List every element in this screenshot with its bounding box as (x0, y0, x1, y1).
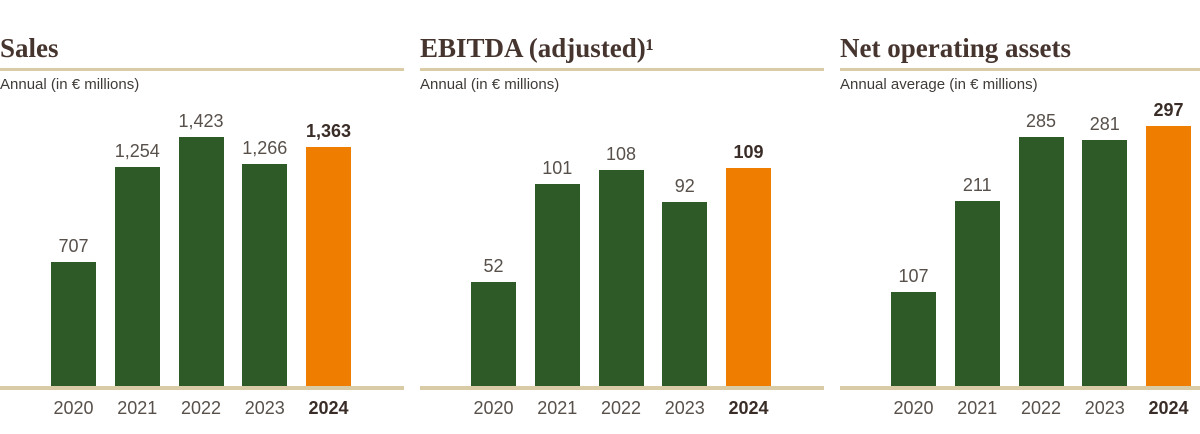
bar (242, 164, 288, 387)
bar-value-label: 1,423 (178, 111, 224, 132)
bar-value-label: 1,266 (242, 138, 288, 159)
x-tick-label: 2024 (308, 398, 349, 419)
bar (1018, 137, 1064, 387)
chart-sales: Sales Annual (in € millions) 707 1,254 1,4… (0, 0, 404, 434)
chart-ebitda: EBITDA (adjusted)¹ Annual (in € millions… (420, 0, 824, 434)
title-underline (840, 68, 1200, 72)
chart-title: Net operating assets (840, 33, 1071, 63)
x-tick-label: 2022 (1020, 398, 1062, 419)
bar (891, 292, 936, 387)
bar (726, 168, 771, 387)
bar (51, 262, 96, 387)
bar-group: 108 (598, 143, 644, 387)
x-tick-label: 2021 (957, 398, 998, 419)
x-tick-label: 2020 (893, 398, 934, 419)
bar-group: 52 (471, 255, 516, 387)
bar-group: 1,363 (305, 120, 352, 387)
bar-value-label: 108 (605, 144, 637, 165)
title-underline (420, 68, 824, 72)
bar-group: 211 (954, 174, 1000, 387)
x-tick-label: 2023 (244, 398, 285, 419)
x-axis-baseline (0, 386, 404, 391)
bar-group: 107 (891, 265, 936, 387)
bar-value-label: 92 (674, 176, 695, 197)
bar-value-label: 52 (483, 256, 504, 277)
bar-group: 1,254 (114, 140, 160, 387)
chart-net-operating-assets: Net operating assets Annual average (in … (840, 0, 1200, 434)
bars-area: 707 1,254 1,423 1,266 1,363 (0, 106, 404, 387)
bar (178, 137, 224, 387)
x-tick-label: 2020 (473, 398, 514, 419)
bar (471, 282, 516, 387)
bar-value-label: 707 (58, 236, 89, 257)
bar-group: 101 (534, 157, 580, 387)
chart-title: EBITDA (adjusted)¹ (420, 33, 654, 63)
bar-group: 297 (1146, 99, 1191, 387)
x-tick-label: 2020 (53, 398, 94, 419)
x-tick-label: 2024 (728, 398, 769, 419)
bar (954, 201, 1000, 387)
x-axis-baseline (840, 386, 1200, 391)
x-tick-label: 2024 (1148, 398, 1189, 419)
bar (598, 170, 644, 387)
bar-value-label: 1,363 (305, 121, 352, 142)
title-underline (0, 68, 404, 72)
bar (534, 184, 580, 387)
x-axis-labels: 2020 2021 2022 2023 2024 (420, 397, 824, 419)
bars-area: 107 211 285 281 297 (840, 100, 1200, 387)
bar-group: 1,423 (178, 110, 224, 387)
x-tick-label: 2023 (1084, 398, 1125, 419)
bar-group: 92 (662, 175, 708, 387)
x-axis-labels: 2020 2021 2022 2023 2024 (840, 397, 1200, 419)
bar-value-label: 285 (1025, 111, 1057, 132)
bar-group: 1,266 (242, 137, 288, 387)
bar (1146, 126, 1191, 387)
bars-area: 52 101 108 92 109 (420, 106, 824, 387)
bar (306, 147, 351, 387)
bar-value-label: 211 (962, 175, 992, 196)
x-tick-label: 2021 (537, 398, 578, 419)
x-tick-label: 2022 (180, 398, 222, 419)
x-tick-label: 2023 (664, 398, 705, 419)
bar-group: 281 (1082, 113, 1128, 387)
bar (662, 202, 708, 387)
bar-group: 707 (51, 235, 96, 387)
bar-value-label: 297 (1153, 100, 1184, 121)
x-axis-labels: 2020 2021 2022 2023 2024 (0, 397, 404, 419)
bar (114, 167, 160, 387)
x-axis-baseline (420, 386, 824, 391)
bar-value-label: 109 (733, 142, 764, 163)
bar-group: 109 (726, 141, 771, 387)
bar (1082, 140, 1128, 387)
bar-value-label: 107 (898, 266, 929, 287)
bar-value-label: 1,254 (114, 141, 160, 162)
chart-title: Sales (0, 33, 59, 63)
chart-subtitle: Annual average (in € millions) (840, 76, 1038, 94)
chart-subtitle: Annual (in € millions) (420, 76, 560, 94)
bar-value-label: 101 (542, 158, 573, 179)
bar-value-label: 281 (1089, 114, 1120, 135)
bar-group: 285 (1018, 110, 1064, 387)
chart-subtitle: Annual (in € millions) (0, 76, 140, 94)
x-tick-label: 2022 (600, 398, 642, 419)
x-tick-label: 2021 (117, 398, 158, 419)
